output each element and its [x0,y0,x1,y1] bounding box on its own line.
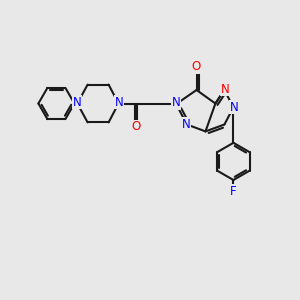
Text: F: F [230,185,237,198]
Text: N: N [230,101,239,114]
Text: O: O [192,60,201,74]
Text: N: N [182,118,190,131]
Text: N: N [172,96,181,109]
Text: O: O [132,120,141,133]
Text: N: N [72,95,81,109]
Text: N: N [221,82,230,96]
Text: N: N [115,95,124,109]
